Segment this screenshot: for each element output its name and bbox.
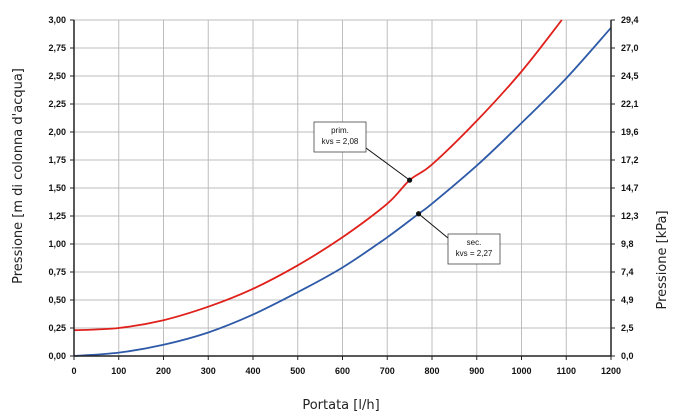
annotation-text: prim. <box>331 126 349 135</box>
grid <box>73 19 612 357</box>
annotation-leader <box>365 147 410 181</box>
y-left-tick-label: 2,00 <box>48 127 66 137</box>
axes <box>70 19 615 360</box>
y-right-tick-label: 7,4 <box>621 267 634 277</box>
y-right-tick-label: 4,9 <box>621 295 634 305</box>
x-tick-label: 800 <box>424 366 439 376</box>
y-left-axis-title: Pressione [m di colonna d'acqua] <box>11 68 26 284</box>
y-right-tick-label: 19,6 <box>621 127 639 137</box>
y-right-tick-label: 2,5 <box>621 323 634 333</box>
annotation-leader <box>418 213 449 239</box>
y-right-tick-label: 27,0 <box>621 43 639 53</box>
y-left-tick-label: 1,75 <box>48 155 66 165</box>
y-right-tick-label: 17,2 <box>621 155 639 165</box>
x-axis-title: Portata [l/h] <box>302 398 379 413</box>
y-left-tick-label: 0,50 <box>48 295 66 305</box>
y-right-tick-label: 12,3 <box>621 211 639 221</box>
y-right-tick-label: 0,0 <box>621 351 634 361</box>
annotation-box <box>447 233 501 265</box>
y-left-tick-label: 0,75 <box>48 267 66 277</box>
series-line-secondary <box>73 27 612 357</box>
x-tick-label: 1000 <box>511 366 531 376</box>
series-group <box>73 19 612 357</box>
x-tick-label: 900 <box>469 366 484 376</box>
annotation-text: kvs = 2,27 <box>456 249 493 258</box>
y-left-tick-label: 2,75 <box>48 43 66 53</box>
x-tick-label: 0 <box>71 366 76 376</box>
y-right-tick-label: 24,5 <box>621 71 639 81</box>
annotation-box <box>313 121 367 153</box>
x-tick-label: 700 <box>380 366 395 376</box>
x-tick-label: 300 <box>201 366 216 376</box>
annotation-text: kvs = 2,08 <box>322 137 359 146</box>
x-tick-label: 600 <box>335 366 350 376</box>
annotation-text: sec. <box>467 238 482 247</box>
x-tick-label: 1200 <box>601 366 621 376</box>
annotation-point <box>407 177 413 183</box>
tick-labels: 0 100 200 300 400 500 600 700 800 900 1000 1100 1200… <box>48 15 638 376</box>
series-line-primary <box>73 19 563 332</box>
y-right-tick-label: 22,1 <box>621 99 639 109</box>
y-left-tick-label: 1,50 <box>48 183 66 193</box>
y-left-tick-label: 1,00 <box>48 239 66 249</box>
y-right-tick-label: 29,4 <box>621 15 639 25</box>
x-tick-label: 1100 <box>556 366 576 376</box>
y-left-tick-label: 3,00 <box>48 15 66 25</box>
y-right-tick-label: 9,8 <box>621 239 634 249</box>
y-right-axis-title: Pressione [kPa] <box>655 210 670 309</box>
x-tick-label: 200 <box>156 366 171 376</box>
y-left-tick-label: 0,25 <box>48 323 66 333</box>
y-left-tick-label: 2,50 <box>48 71 66 81</box>
x-tick-label: 500 <box>290 366 305 376</box>
y-left-tick-label: 2,25 <box>48 99 66 109</box>
y-right-tick-label: 14,7 <box>621 183 639 193</box>
y-left-tick-label: 0,00 <box>48 351 66 361</box>
annotations: prim. kvs = 2,08 sec. kvs = 2,27 <box>313 121 501 265</box>
annotation-point <box>415 211 422 217</box>
y-left-tick-label: 1,25 <box>48 211 66 221</box>
x-tick-label: 100 <box>111 366 126 376</box>
x-tick-label: 400 <box>245 366 260 376</box>
